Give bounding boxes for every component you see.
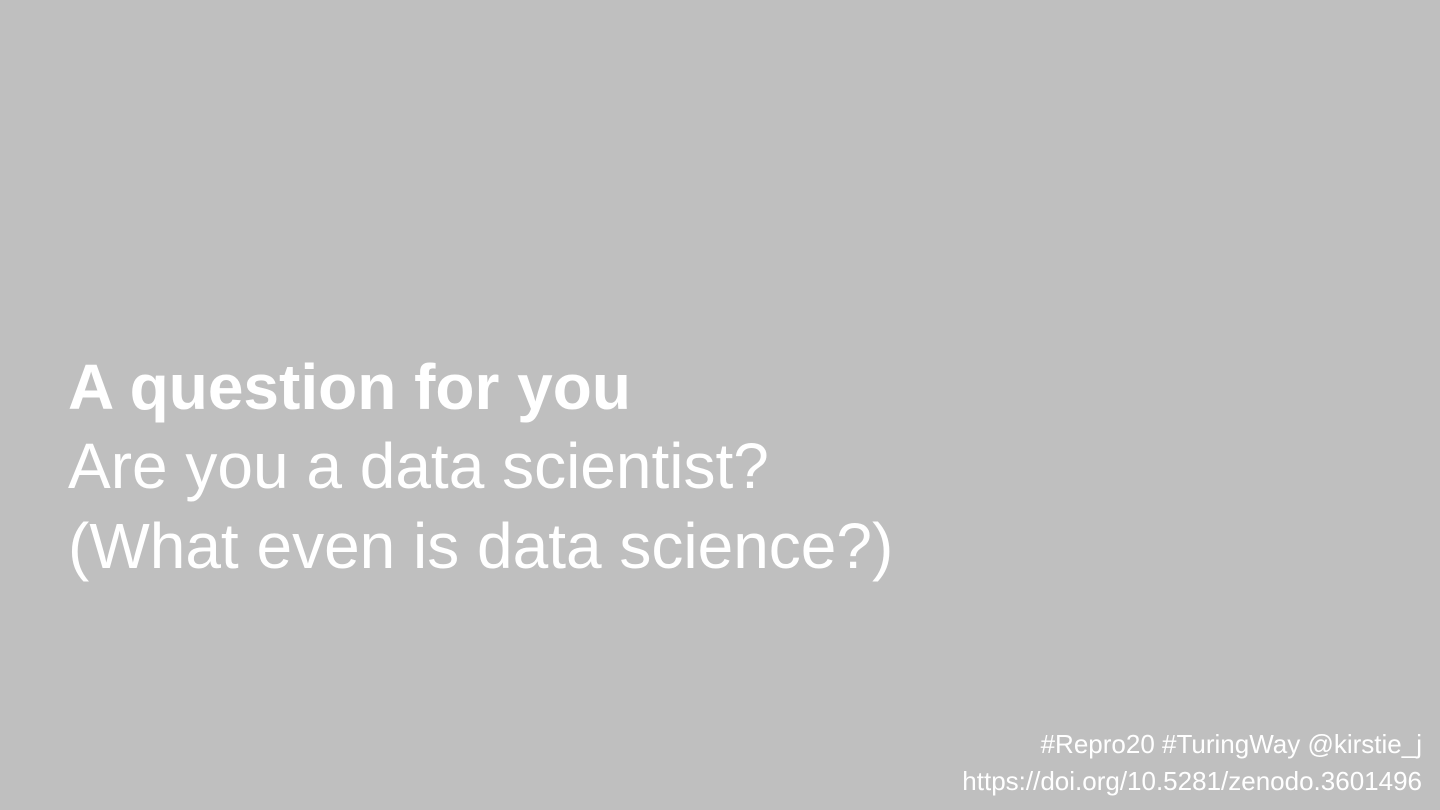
footer-tags: #Repro20 #TuringWay @kirstie_j (1040, 729, 1422, 759)
question-line: (What even is data science?) (68, 510, 894, 582)
footer-doi: https://doi.org/10.5281/zenodo.3601496 (962, 766, 1422, 796)
question-line: Are you a data scientist? (68, 430, 769, 502)
slide-footer: #Repro20 #TuringWay @kirstie_j https://d… (962, 726, 1422, 800)
slide-content: A question for you Are you a data scient… (68, 348, 893, 586)
slide-heading: A question for you (68, 351, 631, 423)
